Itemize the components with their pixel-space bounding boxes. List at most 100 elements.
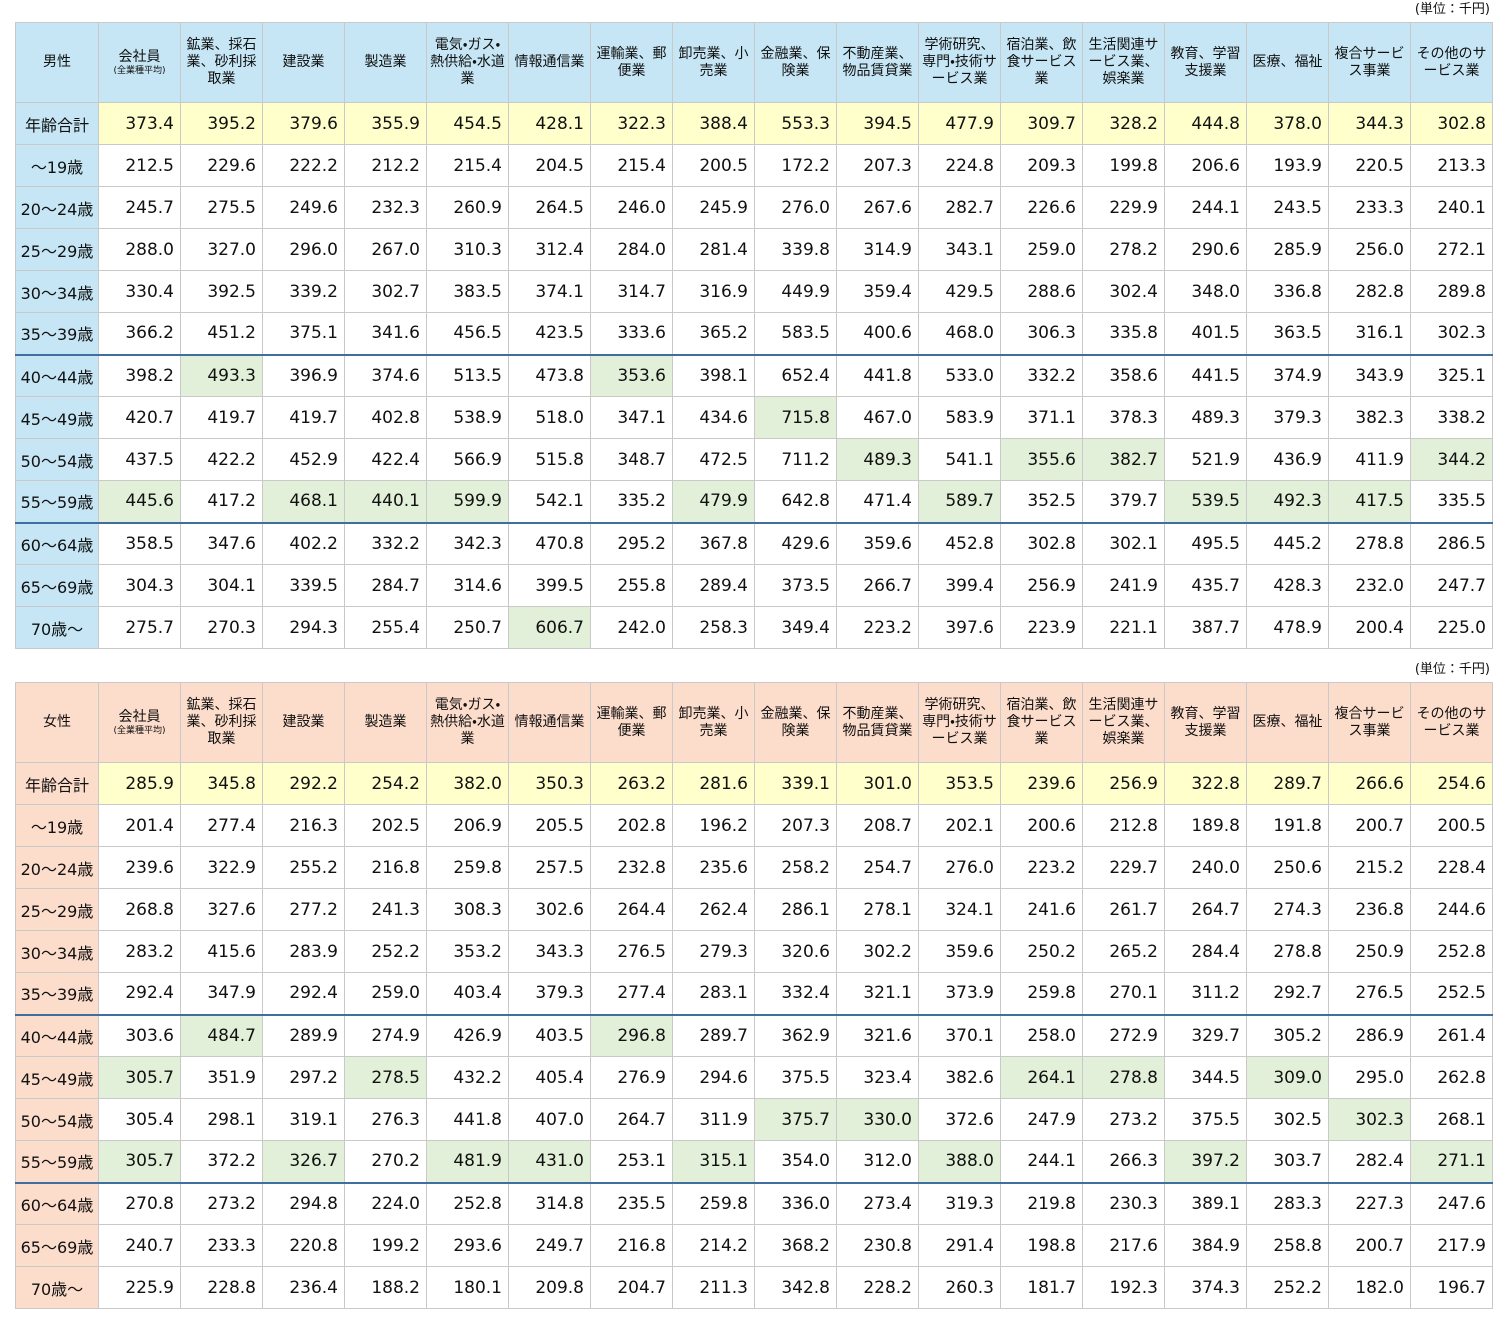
data-row: ～19歳 212.5 229.6 222.2 212.2 215.4 204.5 215.4 2…: [15, 144, 1493, 187]
value-cell: 468.0: [918, 312, 1001, 355]
value-cell: 303.6: [98, 1013, 181, 1057]
column-header: その他のサービス業: [1410, 22, 1493, 103]
value-cell: 281.6: [672, 762, 755, 805]
value-cell: 477.9: [918, 102, 1001, 145]
value-cell: 246.0: [590, 186, 673, 229]
value-cell: 314.8: [508, 1181, 591, 1225]
value-cell: 295.0: [1328, 1056, 1411, 1099]
value-cell: 298.1: [180, 1098, 263, 1141]
value-cell: 172.2: [754, 144, 837, 187]
data-row: 35～39歳 292.4 347.9 292.4 259.0 403.4 379.3 277.…: [15, 972, 1493, 1015]
value-cell: 276.5: [590, 930, 673, 973]
value-cell: 302.2: [836, 930, 919, 973]
data-row: 45～49歳 420.7 419.7 419.7 402.8 538.9 518.0 347.…: [15, 396, 1493, 439]
value-cell: 301.0: [836, 762, 919, 805]
value-cell: 351.9: [180, 1056, 263, 1099]
value-cell: 302.8: [1000, 521, 1083, 565]
value-cell: 478.9: [1246, 606, 1329, 649]
column-header: 宿泊業、飲食サービス業: [1000, 682, 1083, 763]
value-cell: 292.4: [98, 972, 181, 1015]
value-cell: 363.5: [1246, 312, 1329, 355]
value-cell: 451.2: [180, 312, 263, 355]
value-cell: 302.5: [1246, 1098, 1329, 1141]
column-header: 建設業: [262, 22, 345, 103]
value-cell: 489.3: [836, 438, 919, 481]
value-cell: 398.1: [672, 353, 755, 397]
value-cell: 354.0: [754, 1140, 837, 1183]
value-cell: 371.1: [1000, 396, 1083, 439]
value-cell: 436.9: [1246, 438, 1329, 481]
column-header: 電気・ガス・熱供給・水道業: [426, 22, 509, 103]
value-cell: 270.2: [344, 1140, 427, 1183]
value-cell: 214.2: [672, 1224, 755, 1267]
value-cell: 207.3: [836, 144, 919, 187]
value-cell: 375.1: [262, 312, 345, 355]
value-cell: 277.4: [590, 972, 673, 1015]
value-cell: 362.9: [754, 1013, 837, 1057]
value-cell: 347.6: [180, 521, 263, 565]
value-cell: 314.6: [426, 564, 509, 607]
value-cell: 378.3: [1082, 396, 1165, 439]
value-cell: 397.6: [918, 606, 1001, 649]
value-cell: 199.8: [1082, 144, 1165, 187]
value-cell: 347.1: [590, 396, 673, 439]
value-cell: 254.7: [836, 846, 919, 889]
data-row: 60～64歳 270.8 273.2 294.8 224.0 252.8 314.8 235.…: [15, 1181, 1493, 1225]
value-cell: 452.9: [262, 438, 345, 481]
value-cell: 294.3: [262, 606, 345, 649]
value-cell: 350.3: [508, 762, 591, 805]
value-cell: 255.8: [590, 564, 673, 607]
value-cell: 256.9: [1082, 762, 1165, 805]
value-cell: 286.9: [1328, 1013, 1411, 1057]
value-cell: 384.9: [1164, 1224, 1247, 1267]
column-header: 会社員 (全業種平均): [98, 682, 181, 763]
value-cell: 294.6: [672, 1056, 755, 1099]
value-cell: 220.5: [1328, 144, 1411, 187]
value-cell: 264.5: [508, 186, 591, 229]
value-cell: 353.6: [590, 353, 673, 397]
value-cell: 473.8: [508, 353, 591, 397]
value-cell: 367.8: [672, 521, 755, 565]
value-cell: 241.6: [1000, 888, 1083, 931]
value-cell: 493.3: [180, 353, 263, 397]
value-cell: 398.2: [98, 353, 181, 397]
value-cell: 283.3: [1246, 1181, 1329, 1225]
value-cell: 358.6: [1082, 353, 1165, 397]
value-cell: 338.2: [1410, 396, 1493, 439]
value-cell: 332.2: [1000, 353, 1083, 397]
value-cell: 310.3: [426, 228, 509, 271]
value-cell: 222.2: [262, 144, 345, 187]
value-cell: 250.6: [1246, 846, 1329, 889]
value-cell: 292.2: [262, 762, 345, 805]
value-cell: 316.9: [672, 270, 755, 313]
value-cell: 296.0: [262, 228, 345, 271]
value-cell: 296.8: [590, 1013, 673, 1057]
data-row: 30～34歳 283.2 415.6 283.9 252.2 353.2 343.3 276.…: [15, 930, 1493, 973]
data-row: 65～69歳 240.7 233.3 220.8 199.2 293.6 249.7 216.…: [15, 1224, 1493, 1267]
value-cell: 518.0: [508, 396, 591, 439]
value-cell: 200.7: [1328, 1224, 1411, 1267]
value-cell: 278.2: [1082, 228, 1165, 271]
value-cell: 260.9: [426, 186, 509, 229]
female-table-block: (単位：千円) 女性 会社員 (全業種平均) 鉱業、採石業、砂利採取業 建設業 製造業 電気・…: [15, 660, 1493, 1309]
value-cell: 319.3: [918, 1181, 1001, 1225]
value-cell: 342.3: [426, 521, 509, 565]
column-note: (全業種平均): [113, 65, 166, 76]
value-cell: 239.6: [1000, 762, 1083, 805]
value-cell: 254.6: [1410, 762, 1493, 805]
value-cell: 241.3: [344, 888, 427, 931]
value-cell: 303.7: [1246, 1140, 1329, 1183]
value-cell: 283.9: [262, 930, 345, 973]
value-cell: 468.1: [262, 480, 345, 523]
value-cell: 259.8: [672, 1181, 755, 1225]
value-cell: 606.7: [508, 606, 591, 649]
value-cell: 347.9: [180, 972, 263, 1015]
value-cell: 228.2: [836, 1266, 919, 1309]
value-cell: 284.4: [1164, 930, 1247, 973]
row-label: 70歳～: [15, 606, 99, 649]
value-cell: 428.1: [508, 102, 591, 145]
value-cell: 382.0: [426, 762, 509, 805]
value-cell: 188.2: [344, 1266, 427, 1309]
value-cell: 249.7: [508, 1224, 591, 1267]
value-cell: 273.2: [1082, 1098, 1165, 1141]
